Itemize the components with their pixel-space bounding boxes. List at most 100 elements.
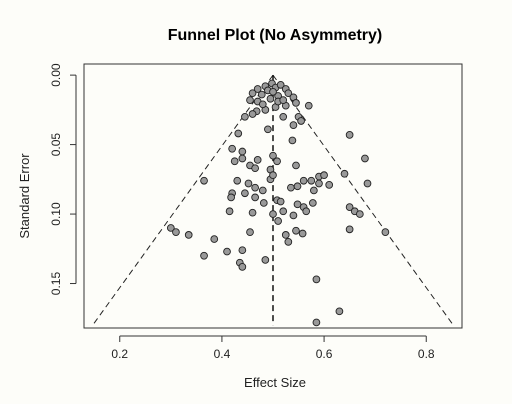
data-point [276, 80, 285, 89]
data-point [279, 112, 288, 121]
data-point [276, 197, 285, 206]
data-point [246, 228, 254, 236]
x-axis-label: Effect Size [244, 375, 306, 390]
data-point [227, 193, 235, 202]
x-tick-label: 0.4 [214, 347, 231, 361]
data-point [264, 125, 272, 134]
y-tick-label: 0.05 [49, 133, 63, 157]
data-point [310, 186, 318, 195]
data-point [308, 199, 317, 207]
data-point [238, 263, 247, 271]
data-point [269, 151, 277, 160]
data-point [320, 171, 328, 180]
data-point [172, 228, 180, 236]
data-point [238, 154, 247, 163]
data-point [266, 94, 275, 103]
data-point [281, 231, 290, 239]
funnel-left-boundary [92, 74, 274, 326]
data-point [259, 199, 268, 207]
data-point [292, 99, 300, 107]
data-point [289, 121, 298, 129]
data-point [269, 210, 277, 218]
data-point [345, 225, 354, 234]
data-point [340, 169, 349, 178]
data-point [238, 246, 247, 255]
data-point [292, 161, 300, 170]
data-point [241, 189, 249, 198]
x-tick-label: 0.8 [418, 347, 435, 361]
data-point [345, 203, 354, 211]
data-point [325, 181, 334, 189]
data-point [307, 176, 316, 185]
data-point [299, 176, 308, 185]
data-point [363, 179, 372, 188]
data-points [166, 79, 390, 327]
data-point [355, 210, 364, 218]
data-point [200, 176, 208, 185]
data-point [293, 182, 302, 191]
data-point [200, 251, 208, 260]
data-point [273, 157, 281, 166]
chart-title: Funnel Plot (No Asymmetry) [168, 27, 383, 44]
data-point [335, 307, 344, 316]
data-point [269, 171, 277, 180]
y-tick-label: 0.15 [49, 272, 63, 296]
data-point [210, 235, 219, 243]
data-point [298, 229, 307, 238]
data-point [381, 228, 390, 236]
data-point [251, 193, 259, 202]
data-point [238, 147, 247, 156]
data-point [345, 131, 354, 139]
data-point [292, 226, 300, 235]
data-point [284, 89, 293, 98]
data-point [241, 112, 249, 121]
data-point [251, 164, 259, 173]
data-point [248, 110, 257, 118]
plot-frame [83, 63, 463, 329]
data-point [361, 154, 369, 163]
data-point [248, 208, 257, 217]
funnel-lines [92, 74, 454, 326]
data-point [274, 217, 282, 225]
data-point [251, 183, 259, 192]
y-axis: 0.00 0.05 0.10 0.15 [49, 63, 77, 296]
data-point [184, 231, 193, 239]
funnel-right-boundary [272, 74, 454, 326]
data-point [279, 96, 288, 104]
y-tick-label: 0.00 [49, 63, 63, 87]
data-point [228, 144, 236, 153]
data-point [315, 179, 323, 188]
data-point [257, 90, 266, 99]
y-tick-label: 0.10 [49, 202, 63, 226]
data-point [288, 136, 297, 145]
data-point [246, 96, 254, 104]
data-point [166, 224, 175, 232]
x-tick-label: 0.2 [111, 347, 128, 361]
data-point [304, 101, 313, 110]
data-point [284, 238, 293, 246]
data-point [253, 156, 262, 164]
data-point [261, 256, 270, 264]
data-point [230, 157, 239, 166]
data-point [287, 183, 295, 192]
data-point [312, 318, 321, 327]
data-point [225, 207, 234, 216]
data-point [223, 247, 231, 256]
x-axis: 0.2 0.4 0.6 0.8 [111, 335, 435, 361]
data-point [244, 179, 253, 188]
data-point [293, 200, 302, 209]
data-point [289, 211, 298, 220]
data-point [279, 207, 288, 216]
x-tick-label: 0.6 [316, 347, 333, 361]
data-point [302, 207, 311, 216]
data-point [253, 85, 262, 93]
y-axis-label: Standard Error [17, 153, 32, 239]
data-point [269, 87, 277, 96]
data-point [258, 186, 267, 195]
data-point [234, 129, 243, 138]
data-point [312, 275, 321, 284]
data-point [233, 176, 242, 185]
data-point [258, 100, 267, 109]
data-point [297, 117, 305, 125]
